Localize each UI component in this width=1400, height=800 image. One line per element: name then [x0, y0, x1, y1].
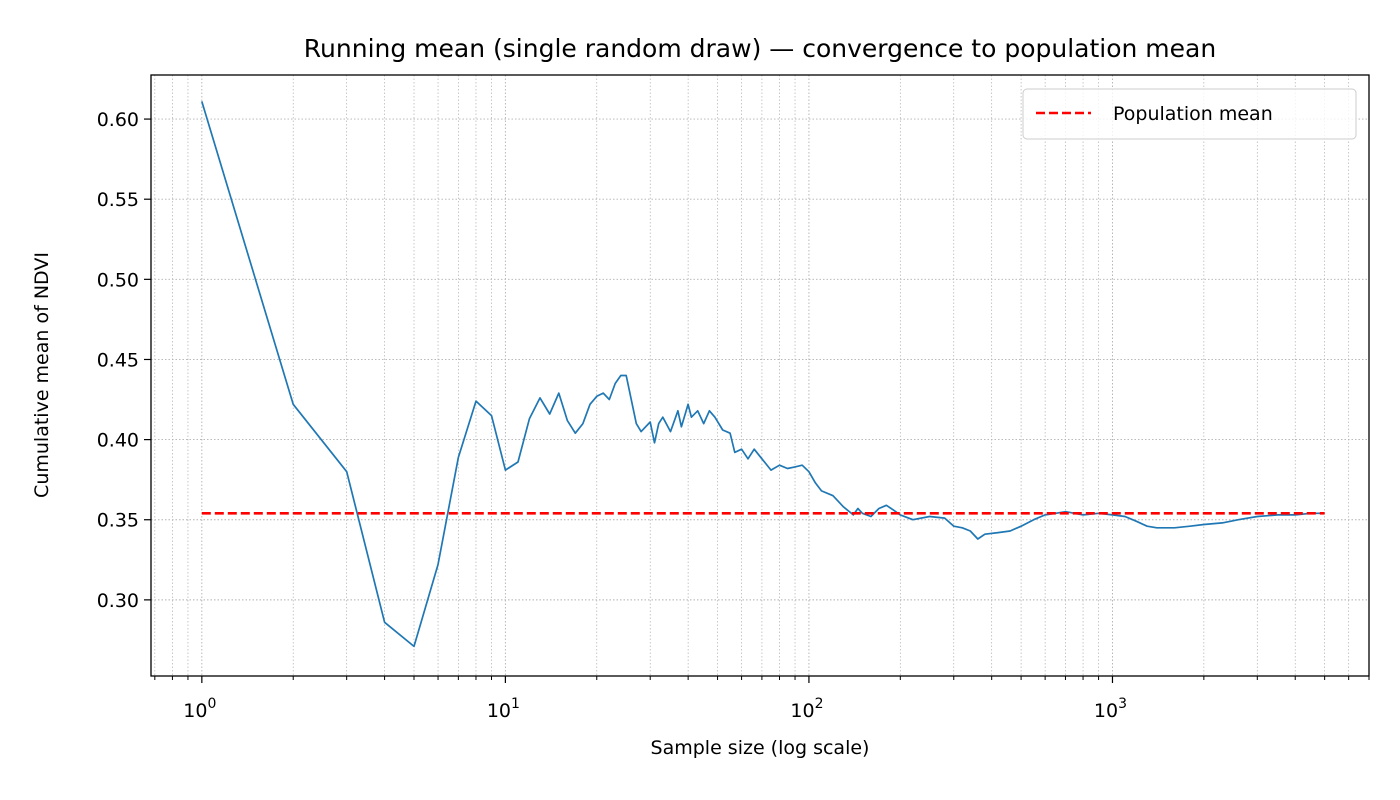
- x-tick-label: 103: [1094, 696, 1127, 722]
- y-axis-label: Cumulative mean of NDVI: [31, 252, 53, 498]
- y-tick-label: 0.35: [97, 510, 139, 532]
- y-tick-label: 0.30: [97, 590, 139, 612]
- y-axis: 0.30 0.35 0.40 0.45 0.50 0.55 0.60: [97, 109, 151, 612]
- running-mean-line: [200, 101, 1325, 648]
- y-tick-label: 0.60: [97, 109, 139, 131]
- y-tick-label: 0.50: [97, 269, 139, 291]
- y-tick-label: 0.55: [97, 189, 139, 211]
- x-axis: 100 101 102 103: [154, 676, 1370, 722]
- chart-title: Running mean (single random draw) — conv…: [304, 34, 1216, 63]
- legend-box: [1022, 88, 1357, 140]
- legend: Population mean: [1022, 88, 1357, 140]
- y-tick-label: 0.40: [97, 430, 139, 452]
- x-tick-label: 100: [183, 696, 216, 722]
- grid: [151, 75, 1370, 676]
- legend-label-population-mean: Population mean: [1113, 103, 1273, 125]
- x-tick-label: 101: [487, 696, 520, 722]
- y-tick-label: 0.45: [97, 349, 139, 371]
- plot-frame: [150, 74, 1370, 677]
- x-axis-label: Sample size (log scale): [651, 737, 870, 759]
- plot-area: [200, 101, 1325, 648]
- x-tick-label: 102: [790, 696, 823, 722]
